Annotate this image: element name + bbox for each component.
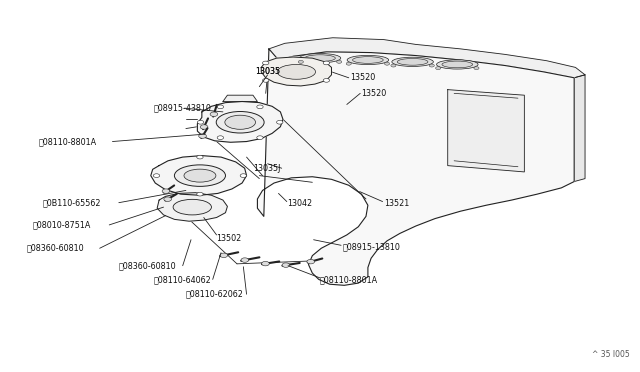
Circle shape — [307, 259, 314, 264]
Circle shape — [240, 174, 246, 177]
Text: Ⓑ08110-62062: Ⓑ08110-62062 — [186, 290, 244, 299]
Circle shape — [262, 262, 269, 266]
Text: Ⓑ0B110-65562: Ⓑ0B110-65562 — [42, 198, 100, 207]
Circle shape — [198, 134, 206, 138]
Circle shape — [276, 121, 283, 124]
Text: 13502: 13502 — [216, 234, 242, 243]
Ellipse shape — [184, 169, 216, 182]
Polygon shape — [448, 90, 524, 172]
Circle shape — [241, 258, 249, 262]
Ellipse shape — [277, 64, 316, 79]
Ellipse shape — [392, 57, 433, 67]
Text: 13035: 13035 — [255, 67, 280, 76]
Polygon shape — [269, 38, 585, 78]
Ellipse shape — [436, 60, 478, 69]
Circle shape — [474, 67, 479, 70]
Text: Ⓑ08110-64062: Ⓑ08110-64062 — [154, 275, 212, 284]
Text: Ⓑ08110-8801A: Ⓑ08110-8801A — [39, 137, 97, 146]
Circle shape — [323, 61, 330, 65]
Ellipse shape — [216, 112, 264, 133]
Polygon shape — [223, 95, 257, 102]
Circle shape — [210, 112, 218, 116]
Circle shape — [298, 60, 303, 63]
Polygon shape — [157, 193, 227, 221]
Circle shape — [391, 64, 396, 67]
Circle shape — [196, 155, 203, 159]
Text: Ⓑ08010-8751A: Ⓑ08010-8751A — [33, 221, 91, 230]
Circle shape — [323, 78, 330, 82]
Text: Ⓦ08915-43810: Ⓦ08915-43810 — [154, 104, 212, 113]
Ellipse shape — [173, 199, 211, 215]
Polygon shape — [574, 75, 585, 182]
Circle shape — [262, 61, 269, 65]
Text: Ⓑ08360-60810: Ⓑ08360-60810 — [119, 261, 177, 270]
Polygon shape — [151, 155, 246, 195]
Polygon shape — [197, 102, 283, 142]
Text: 13035J: 13035J — [253, 164, 280, 173]
Circle shape — [162, 189, 170, 193]
Text: 13521: 13521 — [384, 199, 409, 208]
Ellipse shape — [305, 55, 335, 61]
Circle shape — [346, 62, 351, 65]
Text: Ⓑ08110-8801A: Ⓑ08110-8801A — [320, 275, 378, 284]
Ellipse shape — [397, 58, 428, 65]
Polygon shape — [257, 49, 574, 285]
Ellipse shape — [353, 57, 383, 63]
Ellipse shape — [174, 165, 225, 186]
Circle shape — [154, 174, 160, 177]
Ellipse shape — [225, 115, 255, 129]
Circle shape — [429, 64, 435, 67]
Circle shape — [337, 60, 342, 63]
Text: 13520: 13520 — [351, 73, 376, 82]
Circle shape — [436, 67, 441, 70]
Circle shape — [257, 136, 263, 140]
Ellipse shape — [347, 55, 388, 65]
Circle shape — [217, 136, 223, 140]
Text: 13042: 13042 — [287, 199, 312, 208]
Circle shape — [282, 263, 290, 267]
Text: 13035: 13035 — [255, 67, 280, 76]
Circle shape — [262, 78, 269, 82]
Circle shape — [220, 253, 228, 257]
Circle shape — [257, 105, 263, 109]
Circle shape — [164, 197, 172, 201]
Text: 13520: 13520 — [362, 89, 387, 98]
Circle shape — [197, 121, 204, 124]
Text: Ⓦ08915-13810: Ⓦ08915-13810 — [342, 243, 400, 251]
Text: ^ 35 I005: ^ 35 I005 — [592, 350, 630, 359]
Ellipse shape — [300, 54, 340, 63]
Circle shape — [200, 125, 208, 129]
Text: Ⓢ08360-60810: Ⓢ08360-60810 — [26, 244, 84, 253]
Circle shape — [196, 192, 203, 196]
Circle shape — [385, 62, 390, 65]
Ellipse shape — [442, 61, 472, 68]
Polygon shape — [261, 57, 332, 86]
Circle shape — [217, 105, 223, 109]
